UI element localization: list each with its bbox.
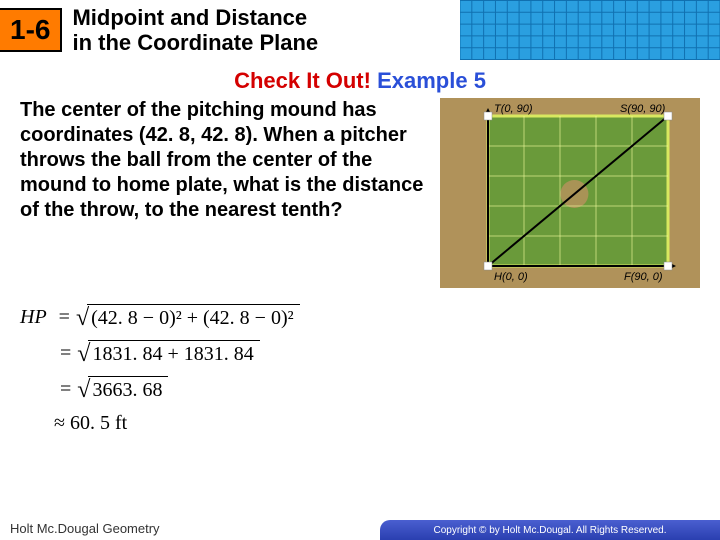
equation-var: HP xyxy=(20,306,47,329)
equation-line-1: HP = √(42. 8 − 0)² + (42. 8 − 0)² xyxy=(20,304,700,330)
equation-line-3: = √3663. 68 xyxy=(54,376,700,402)
equals-sign: = xyxy=(60,378,71,401)
section-number: 1-6 xyxy=(0,8,62,52)
header-grid-pattern xyxy=(460,0,720,60)
baseball-diagram: T(0, 90) S(90, 90) H(0, 0) F(90, 0) xyxy=(440,98,700,288)
check-red: Check It Out! xyxy=(234,68,371,93)
check-it-out-heading: Check It Out! Example 5 xyxy=(20,68,700,94)
answer-text: ≈ 60. 5 ft xyxy=(54,412,127,435)
svg-text:H(0, 0): H(0, 0) xyxy=(494,271,528,283)
equation-answer: ≈ 60. 5 ft xyxy=(54,412,700,435)
title-line2: in the Coordinate Plane xyxy=(72,30,460,55)
content-area: Check It Out! Example 5 The center of th… xyxy=(0,60,720,435)
equations: HP = √(42. 8 − 0)² + (42. 8 − 0)² = √183… xyxy=(20,304,700,435)
svg-text:S(90, 90): S(90, 90) xyxy=(620,103,666,115)
svg-text:F(90, 0): F(90, 0) xyxy=(624,271,663,283)
footer-copyright: Copyright © by Holt Mc.Dougal. All Right… xyxy=(380,520,720,540)
radicand-2: 1831. 84 + 1831. 84 xyxy=(88,340,259,366)
radicand-1: (42. 8 − 0)² + (42. 8 − 0)² xyxy=(87,304,299,330)
equation-line-2: = √1831. 84 + 1831. 84 xyxy=(54,340,700,366)
equals-sign: = xyxy=(59,306,70,329)
problem-text: The center of the pitching mound has coo… xyxy=(20,98,430,288)
svg-text:T(0, 90): T(0, 90) xyxy=(494,103,533,115)
check-blue: Example 5 xyxy=(377,68,486,93)
footer-publisher: Holt Mc.Dougal Geometry xyxy=(10,521,160,536)
radicand-3: 3663. 68 xyxy=(88,376,168,402)
header: 1-6 Midpoint and Distance in the Coordin… xyxy=(0,0,720,60)
title-line1: Midpoint and Distance xyxy=(72,5,460,30)
equals-sign: = xyxy=(60,342,71,365)
lesson-title: Midpoint and Distance in the Coordinate … xyxy=(72,5,460,56)
